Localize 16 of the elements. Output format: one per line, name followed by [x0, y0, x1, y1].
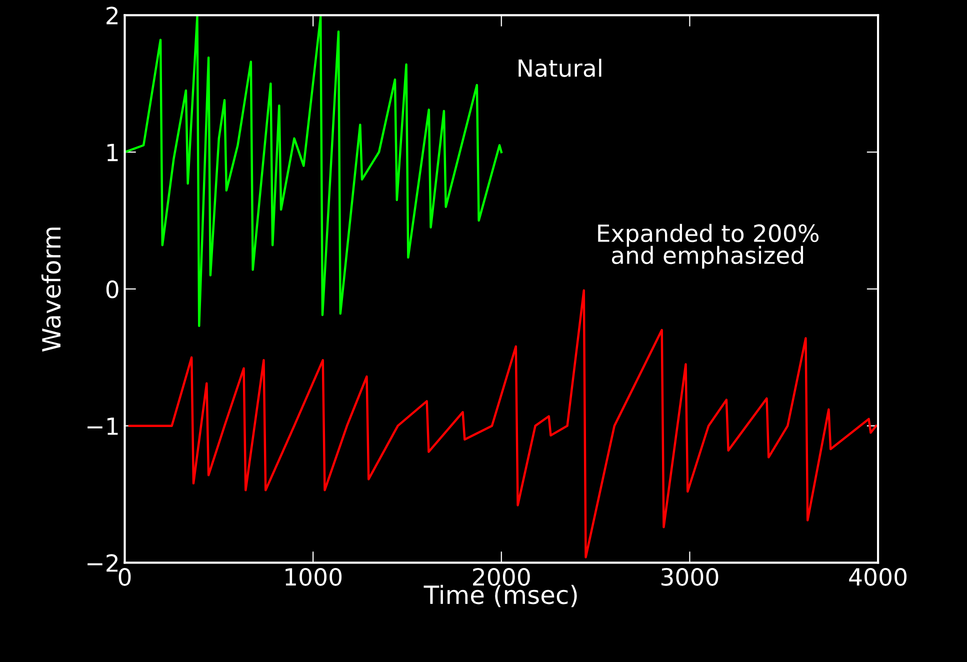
x-tick-label: 1000: [286, 568, 342, 586]
y-tick-label: 2: [106, 6, 118, 24]
x-axis-title: Time (msec): [424, 584, 577, 608]
x-tick-label: 2000: [473, 568, 530, 586]
x-tick-label: 3000: [661, 568, 718, 586]
line-series: [128, 289, 878, 558]
y-axis-title: Waveform: [41, 228, 61, 352]
line-series: [124, 15, 502, 328]
annotation: Natural: [518, 58, 602, 78]
y-tick-label: 1: [107, 144, 118, 162]
y-tick-label: −1: [88, 418, 118, 435]
y-tick-label: −2: [88, 554, 118, 572]
annotation: Expanded to 200% and emphasized: [598, 224, 819, 269]
x-tick-label: 4000: [849, 568, 907, 586]
y-tick-label: 0: [106, 280, 118, 298]
x-tick-label: 0: [118, 568, 131, 586]
